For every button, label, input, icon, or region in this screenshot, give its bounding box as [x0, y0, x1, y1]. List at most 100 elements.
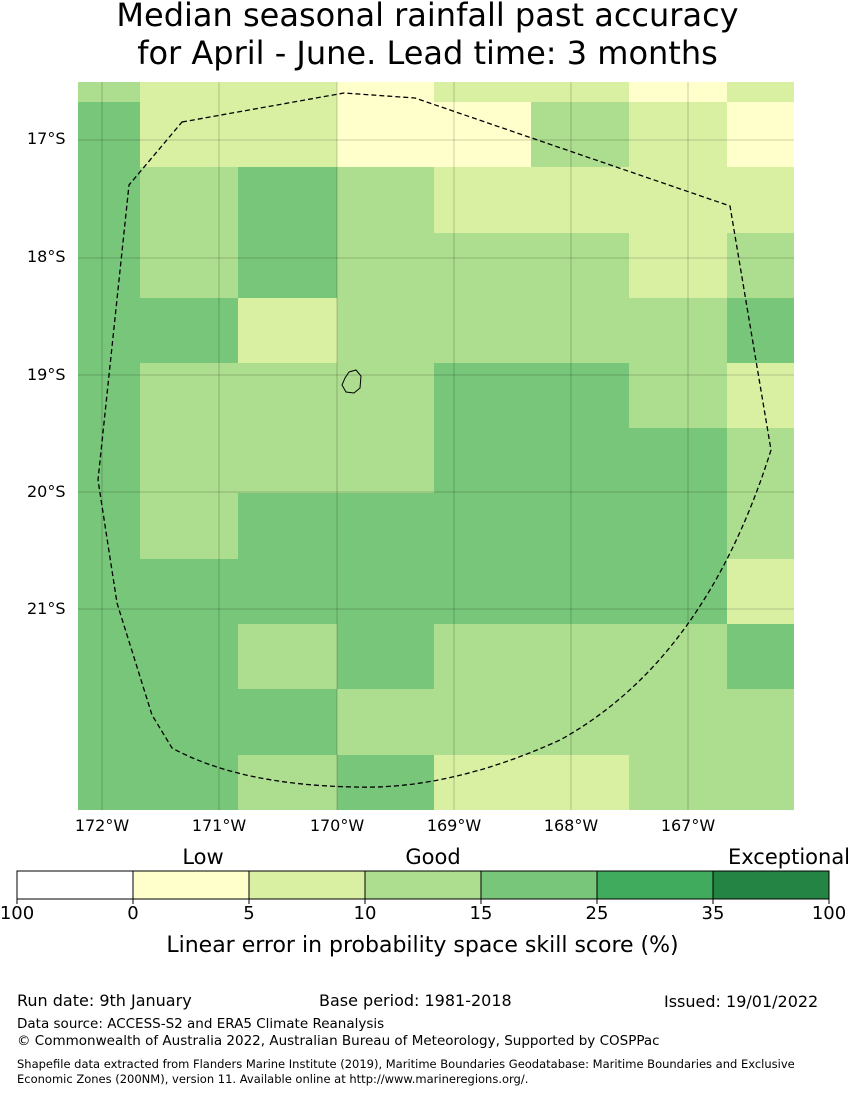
run-date: Run date: 9th January — [17, 991, 192, 1010]
base-period: Base period: 1981-2018 — [319, 991, 512, 1010]
grid-cell — [140, 167, 238, 233]
grid-cell — [629, 102, 727, 167]
eez-boundary — [97, 92, 772, 788]
grid-cell — [140, 102, 238, 167]
grid-cell — [140, 559, 238, 624]
grid-cell — [629, 689, 727, 755]
grid-cell — [337, 559, 434, 624]
colorbar-tick: 35 — [701, 903, 725, 924]
grid-cell — [727, 689, 794, 755]
grid-cell — [727, 82, 794, 102]
grid-cell — [434, 493, 531, 559]
grid-cell — [140, 363, 238, 428]
grid-cell — [434, 428, 531, 493]
grid-cell — [629, 82, 727, 102]
grid-cell — [531, 298, 629, 363]
grid-cell — [727, 233, 794, 298]
colorbar-tick: 25 — [585, 903, 609, 924]
grid-cell — [140, 298, 238, 363]
copyright-notice: © Commonwealth of Australia 2022, Austra… — [17, 1033, 660, 1049]
grid-cell — [337, 82, 434, 102]
grid-cell — [434, 82, 531, 102]
grid-cell — [727, 428, 794, 493]
grid-cell — [434, 167, 531, 233]
colorbar-swatch — [713, 871, 829, 899]
grid-cell — [434, 233, 531, 298]
grid-cell — [434, 559, 531, 624]
grid-cell — [78, 689, 140, 755]
grid-cell — [629, 428, 727, 493]
grid-cell — [78, 82, 140, 102]
grid-cell — [629, 167, 727, 233]
shapefile-credit-line-1: Shapefile data extracted from Flanders M… — [17, 1057, 795, 1071]
grid-cell — [434, 298, 531, 363]
shapefile-credit-line-2: Economic Zones (200NM), version 11. Avai… — [17, 1072, 529, 1086]
niue-island-outline — [341, 369, 362, 394]
map-title: Median seasonal rainfall past accuracy f… — [0, 0, 855, 72]
grid-cell — [238, 559, 337, 624]
colorbar-tick: 5 — [243, 903, 255, 924]
title-line-1: Median seasonal rainfall past accuracy — [116, 0, 739, 34]
grid-cell — [727, 493, 794, 559]
lat-label-17s: 17°S — [27, 129, 66, 148]
graticule — [78, 82, 794, 810]
grid-cell — [337, 689, 434, 755]
grid-cell — [238, 102, 337, 167]
grid-cell — [531, 233, 629, 298]
grid-cell — [337, 298, 434, 363]
grid-cell — [337, 167, 434, 233]
lon-label-170w: 170°W — [309, 816, 365, 835]
grid-cell — [140, 82, 238, 102]
grid-cell — [78, 363, 140, 428]
grid-cell — [78, 102, 140, 167]
grid-cell — [727, 624, 794, 689]
colorbar-tick: 0 — [127, 903, 139, 924]
grid-cell — [78, 559, 140, 624]
grid-cell — [140, 689, 238, 755]
colorbar-swatch — [249, 871, 365, 899]
grid-cell — [531, 559, 629, 624]
lon-label-172w: 172°W — [74, 816, 130, 835]
grid-cell — [238, 233, 337, 298]
grid-cell — [140, 233, 238, 298]
grid-cell — [238, 755, 337, 810]
colorbar-title: Linear error in probability space skill … — [166, 933, 679, 958]
grid-cell — [531, 167, 629, 233]
grid-cell — [238, 82, 337, 102]
grid-cell — [78, 233, 140, 298]
grid-cell — [531, 428, 629, 493]
skill-grid — [78, 82, 794, 810]
colorbar-tick: 100 — [0, 903, 35, 924]
colorbar-swatch — [481, 871, 597, 899]
colorbar-swatch — [365, 871, 481, 899]
colorbar — [16, 870, 830, 904]
grid-cell — [434, 102, 531, 167]
grid-cell — [531, 363, 629, 428]
grid-cell — [337, 233, 434, 298]
category-good: Good — [405, 845, 461, 869]
grid-cell — [629, 363, 727, 428]
grid-cell — [140, 493, 238, 559]
grid-cell — [238, 624, 337, 689]
lon-label-169w: 169°W — [426, 816, 482, 835]
category-exceptional: Exceptional — [727, 845, 851, 869]
colorbar-tick: 10 — [353, 903, 377, 924]
lon-label-168w: 168°W — [543, 816, 599, 835]
grid-cell — [727, 559, 794, 624]
lon-label-167w: 167°W — [660, 816, 716, 835]
grid-cell — [337, 428, 434, 493]
category-low: Low — [182, 845, 224, 869]
title-line-2: for April - June. Lead time: 3 months — [137, 34, 718, 72]
grid-cell — [629, 559, 727, 624]
grid-cell — [78, 624, 140, 689]
grid-cell — [140, 428, 238, 493]
lon-label-171w: 171°W — [191, 816, 247, 835]
grid-cell — [337, 493, 434, 559]
grid-cell — [531, 624, 629, 689]
grid-cell — [727, 363, 794, 428]
grid-cell — [238, 167, 337, 233]
colorbar-swatch — [597, 871, 713, 899]
grid-cell — [434, 363, 531, 428]
grid-cell — [629, 233, 727, 298]
